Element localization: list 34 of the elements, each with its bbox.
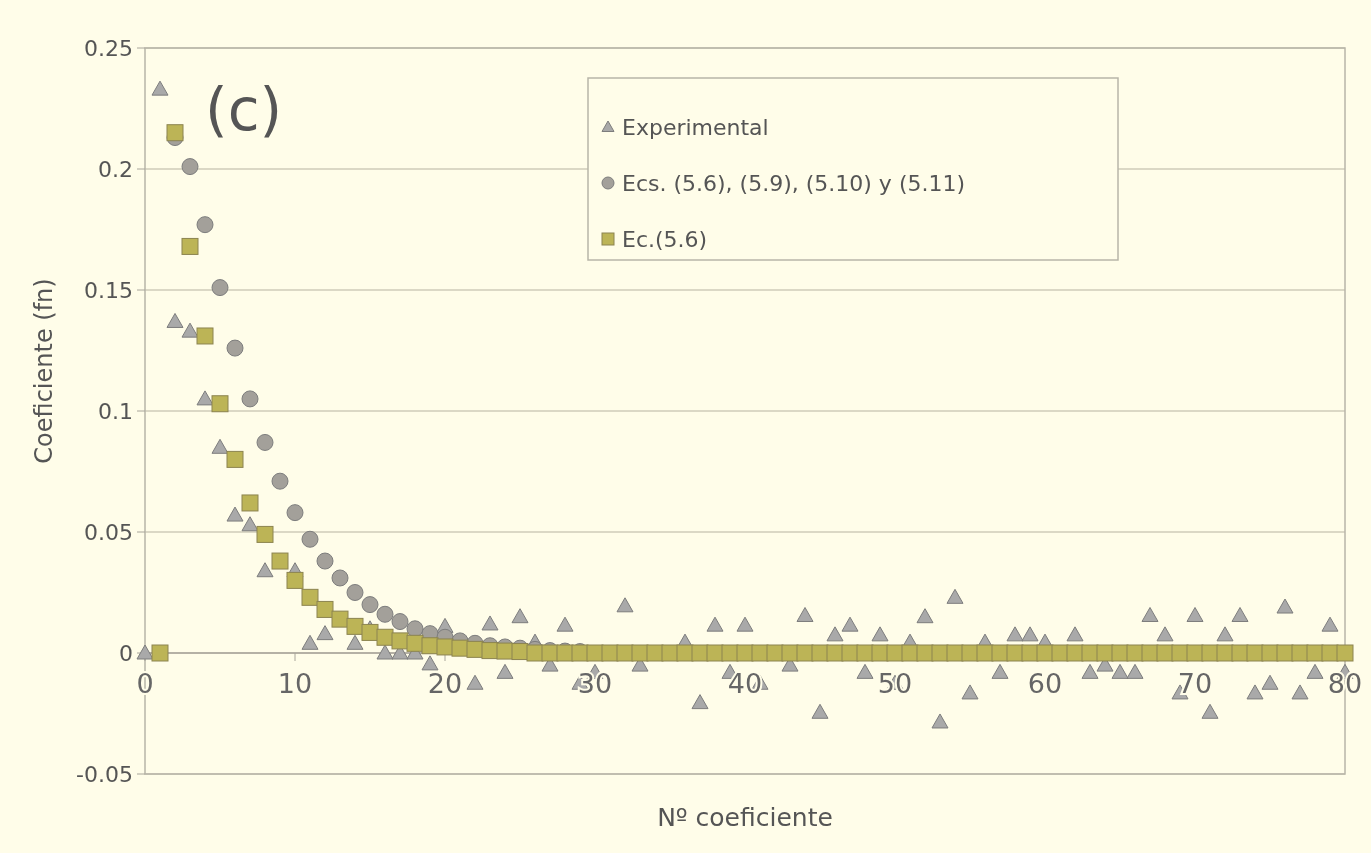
x-tick-label: 60 bbox=[1027, 668, 1063, 699]
legend-label: Ec.(5.6) bbox=[622, 226, 708, 252]
legend-label: Ecs. (5.6), (5.9), (5.10) y (5.11) bbox=[622, 170, 966, 196]
point bbox=[316, 552, 334, 570]
y-tick-label: 0 bbox=[119, 640, 133, 666]
point bbox=[331, 569, 349, 587]
point bbox=[376, 605, 394, 623]
y-tick-label: 0.15 bbox=[84, 277, 133, 303]
legend-label: Experimental bbox=[622, 114, 769, 140]
y-axis-title: Coeficiente (fn) bbox=[30, 278, 58, 464]
y-tick-label: -0.05 bbox=[76, 761, 133, 787]
point bbox=[271, 472, 289, 490]
point bbox=[301, 530, 319, 548]
point bbox=[346, 584, 364, 601]
point bbox=[226, 339, 244, 357]
point bbox=[361, 596, 379, 614]
y-tick-label: 0.25 bbox=[84, 35, 133, 61]
point bbox=[196, 216, 214, 234]
x-tick-label: 10 bbox=[277, 668, 313, 699]
x-tick-label: 80 bbox=[1327, 668, 1363, 699]
annotation: (c) bbox=[205, 76, 283, 144]
x-tick-label: 0 bbox=[136, 668, 154, 699]
y-tick-label: 0.1 bbox=[98, 398, 133, 424]
y-tick-label: 0.2 bbox=[98, 156, 133, 182]
y-tick-label: 0.05 bbox=[84, 519, 133, 545]
point bbox=[391, 613, 409, 631]
x-tick-label: 20 bbox=[427, 668, 463, 699]
x-tick-label: 70 bbox=[1177, 668, 1213, 699]
point bbox=[286, 504, 304, 522]
point bbox=[256, 433, 274, 451]
point bbox=[241, 390, 259, 408]
point bbox=[211, 279, 229, 297]
point bbox=[181, 158, 199, 176]
x-axis-title: Nº coeficiente bbox=[657, 803, 833, 832]
